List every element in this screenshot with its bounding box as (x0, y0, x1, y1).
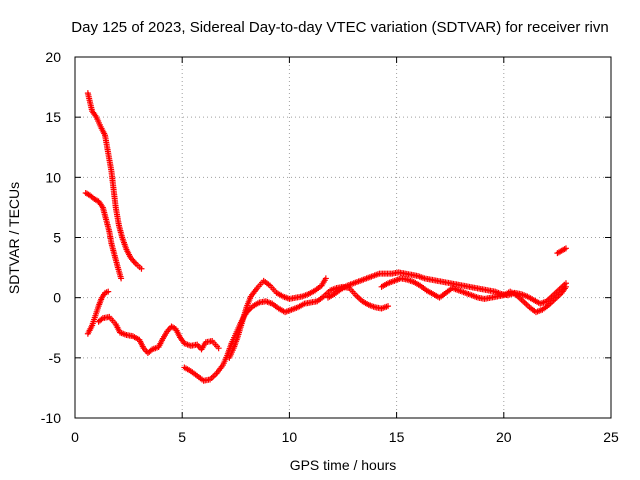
y-tick-label: -10 (41, 410, 61, 426)
y-tick-label: -5 (49, 350, 62, 366)
x-tick-label: 25 (603, 429, 619, 445)
grid-lines (75, 57, 611, 418)
series-arc-j (554, 245, 569, 257)
series-arc-h (324, 269, 569, 307)
series-arc-b (82, 189, 125, 282)
data-points (82, 90, 569, 384)
series-arc-a (84, 90, 145, 272)
data-point (385, 303, 392, 310)
data-point (118, 275, 125, 282)
y-tick-label: 5 (53, 230, 61, 246)
y-tick-label: 10 (45, 169, 61, 185)
data-point (322, 275, 329, 282)
x-tick-label: 15 (389, 429, 405, 445)
series-arc-i (378, 275, 569, 316)
series-arc-c (84, 288, 112, 337)
data-point (562, 245, 569, 252)
data-point (562, 283, 569, 290)
x-axis-title: GPS time / hours (290, 457, 397, 473)
x-tick-label: 20 (496, 429, 512, 445)
axis-ticks: 0 5 10 15 20 25 -10 -5 0 5 10 15 20 (41, 49, 619, 445)
data-point (105, 288, 112, 295)
x-tick-label: 10 (282, 429, 298, 445)
y-tick-label: 0 (53, 290, 61, 306)
series-arc-d (95, 313, 222, 357)
data-point (138, 265, 145, 272)
y-tick-label: 15 (45, 109, 61, 125)
data-point (215, 345, 222, 352)
x-tick-label: 5 (178, 429, 186, 445)
y-axis-title: SDTVAR / TECUs (6, 182, 22, 294)
series-arc-f (226, 275, 329, 361)
y-tick-label: 20 (45, 49, 61, 65)
x-tick-label: 0 (71, 429, 79, 445)
chart-title: Day 125 of 2023, Sidereal Day-to-day VTE… (71, 19, 608, 36)
